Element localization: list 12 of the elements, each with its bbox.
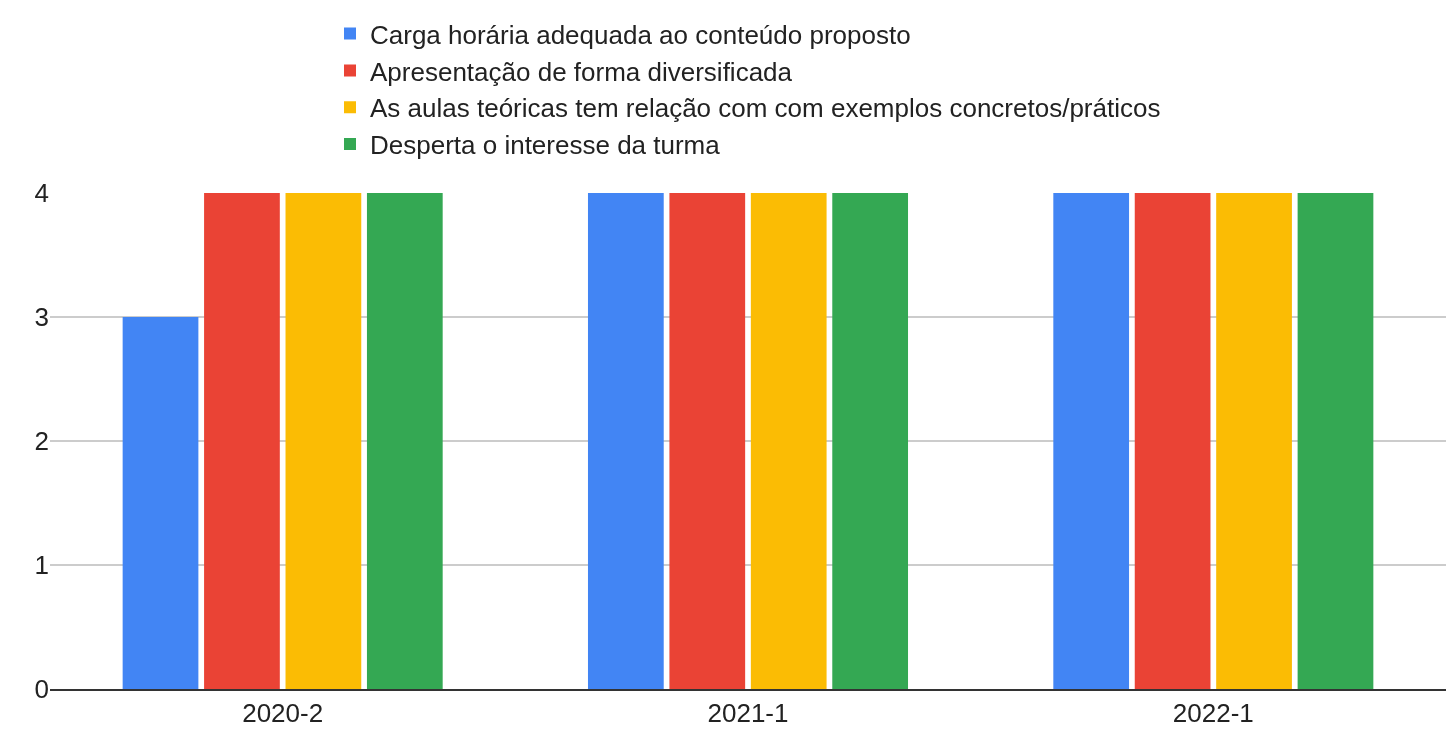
y-tick-label: 4	[34, 178, 49, 209]
legend-label: Carga horária adequada ao conteúdo proposto	[370, 19, 911, 50]
y-tick-label: 0	[34, 674, 49, 705]
legend-label: Desperta o interesse da turma	[370, 130, 721, 161]
legend-label: Apresentação de forma diversificada	[370, 56, 793, 87]
x-tick-label: 2021-1	[707, 698, 789, 729]
y-tick-label: 2	[34, 426, 49, 457]
legend-label: As aulas teóricas tem relação com com exemplos concretos/práticos	[370, 93, 1161, 124]
x-tick-label: 2022-1	[1172, 698, 1254, 729]
x-tick-label: 2020-2	[242, 698, 324, 729]
y-tick-label: 1	[34, 550, 49, 581]
y-tick-label: 3	[34, 302, 49, 333]
